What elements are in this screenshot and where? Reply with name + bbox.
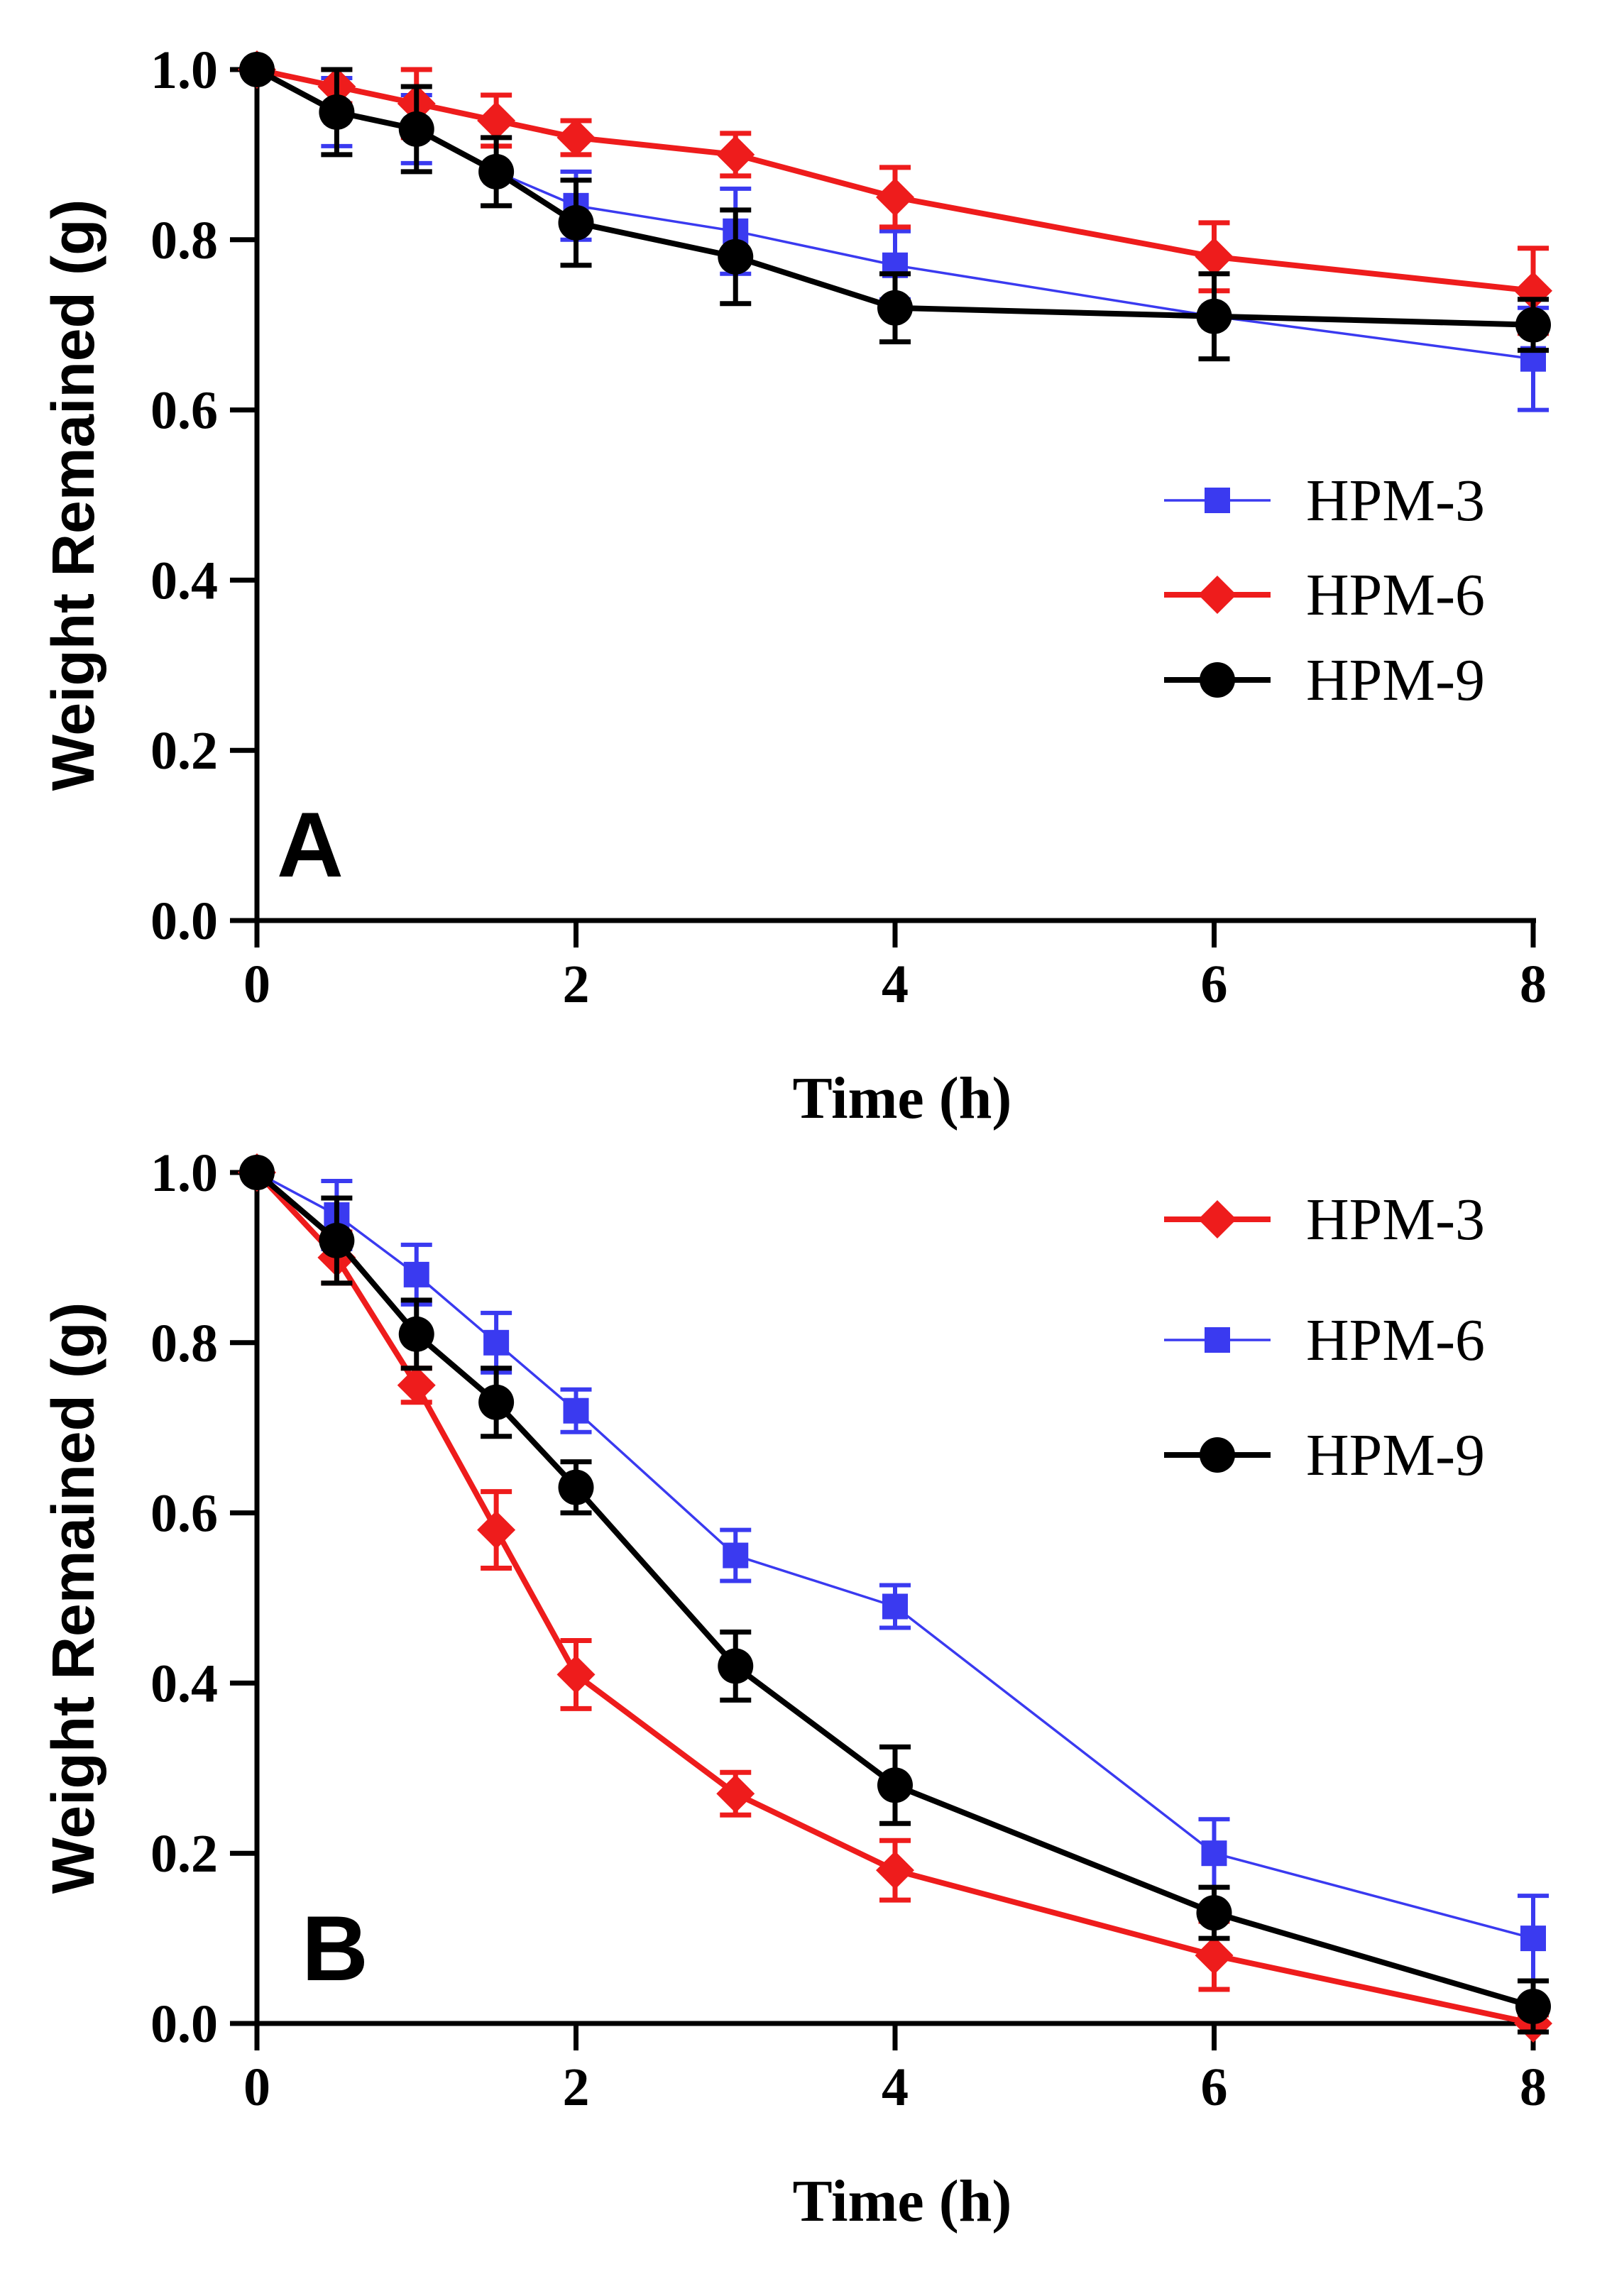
y-tick-label: 1.0 <box>150 40 218 100</box>
data-point <box>716 1774 755 1813</box>
data-point <box>397 1366 436 1405</box>
x-tick-label: 0 <box>243 2058 270 2117</box>
data-point <box>1196 298 1232 334</box>
data-point <box>478 1384 515 1420</box>
legend-marker <box>1198 576 1236 614</box>
data-point <box>1515 1989 1551 2025</box>
data-point <box>319 1222 355 1258</box>
data-point <box>398 111 434 147</box>
x-tick-label: 8 <box>1520 955 1547 1014</box>
y-tick-label: 0.2 <box>150 1824 218 1884</box>
legend-marker <box>1205 1327 1230 1353</box>
data-point <box>403 1261 429 1287</box>
chart-panel-a: 0.0 0.2 0.4 0.6 0.8 1.0 0 2 4 6 8 Time (h) Weight Re… <box>40 40 1552 1131</box>
y-tick-label: 1.0 <box>150 1143 218 1203</box>
x-tick-label: 4 <box>882 955 909 1014</box>
data-point <box>398 1316 434 1352</box>
legend-label: HPM-6 <box>1306 562 1485 628</box>
data-point <box>478 153 515 189</box>
y-axis-title: Weight Remained (g) <box>40 1302 106 1894</box>
x-tick-label: 0 <box>243 955 270 1014</box>
data-point <box>1515 307 1551 343</box>
data-point <box>1195 1936 1234 1975</box>
data-point <box>319 94 355 130</box>
data-point <box>876 177 914 216</box>
legend-marker <box>1200 662 1235 698</box>
data-point <box>877 290 913 326</box>
data-point <box>877 1767 913 1803</box>
legend-label: HPM-3 <box>1306 468 1485 534</box>
data-point <box>882 1593 908 1620</box>
legend-label: HPM-6 <box>1306 1307 1485 1373</box>
y-tick-label: 0.6 <box>150 381 218 441</box>
x-tick-label: 6 <box>1201 2058 1228 2117</box>
data-point <box>556 1655 596 1694</box>
series-hpm-9 <box>239 1155 1551 2035</box>
legend-label: HPM-9 <box>1306 1422 1485 1488</box>
x-tick-label: 2 <box>563 2058 590 2117</box>
data-point <box>477 101 516 140</box>
data-point <box>556 118 596 157</box>
y-tick-label: 0.0 <box>150 1994 218 2054</box>
legend-marker <box>1205 488 1230 513</box>
data-point <box>563 1397 589 1424</box>
data-point <box>558 204 594 241</box>
y-tick-label: 0.4 <box>150 1654 218 1713</box>
data-point <box>1201 1840 1227 1867</box>
data-point <box>718 1648 754 1684</box>
y-tick-label: 0.4 <box>150 551 218 610</box>
data-point <box>723 1542 749 1569</box>
legend: HPM-3 HPM-6 HPM-9 <box>1164 1187 1485 1488</box>
data-point <box>239 1155 275 1190</box>
data-point <box>558 1469 594 1505</box>
y-tick-label: 0.0 <box>150 891 218 951</box>
data-point <box>477 1510 516 1549</box>
x-tick-label: 6 <box>1201 955 1228 1014</box>
data-point <box>1520 1926 1546 1952</box>
y-tick-label: 0.8 <box>150 1314 218 1373</box>
legend-marker <box>1200 1437 1235 1473</box>
data-point <box>1195 237 1234 276</box>
panel-label: A <box>277 793 344 896</box>
x-axis-title: Time (h) <box>793 1065 1012 1131</box>
legend: HPM-3 HPM-6 HPM-9 <box>1164 468 1485 713</box>
data-point <box>876 1851 914 1890</box>
y-tick-label: 0.2 <box>150 721 218 781</box>
series-hpm-9 <box>239 52 1551 362</box>
x-axis-title: Time (h) <box>793 2168 1012 2234</box>
data-point <box>483 1329 510 1356</box>
data-point <box>718 238 754 275</box>
panel-label: B <box>302 1896 368 2000</box>
data-point <box>716 135 755 174</box>
x-tick-label: 2 <box>563 955 590 1014</box>
y-tick-label: 0.6 <box>150 1484 218 1544</box>
legend-label: HPM-9 <box>1306 647 1485 713</box>
legend-label: HPM-3 <box>1306 1187 1485 1253</box>
y-axis-title: Weight Remained (g) <box>40 199 106 791</box>
y-tick-label: 0.8 <box>150 211 218 270</box>
x-tick-label: 4 <box>882 2058 909 2117</box>
chart-panel-b: 0.0 0.2 0.4 0.6 0.8 1.0 0 2 4 6 8 Time (h) Weight Re… <box>40 1143 1552 2234</box>
legend-marker <box>1198 1200 1236 1238</box>
data-point <box>1196 1895 1232 1931</box>
data-point <box>239 52 275 87</box>
x-tick-label: 8 <box>1520 2058 1547 2117</box>
